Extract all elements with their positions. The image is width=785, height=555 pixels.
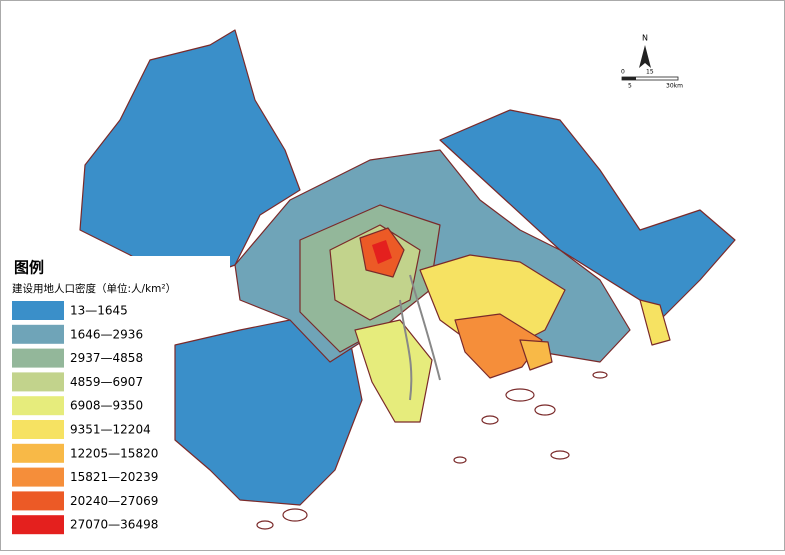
region <box>354 319 433 423</box>
scale-bar <box>622 77 636 80</box>
legend-label: 13—1645 <box>70 304 128 318</box>
legend-label: 6908—9350 <box>70 399 143 413</box>
north-arrow <box>639 45 651 68</box>
scale-label: 30km <box>666 83 683 90</box>
river <box>399 274 441 401</box>
legend-label: 12205—15820 <box>70 446 158 460</box>
scale-label: 15 <box>646 69 654 76</box>
legend-swatch <box>12 515 64 535</box>
legend-swatch <box>12 324 64 344</box>
region <box>519 339 553 371</box>
legend-label: 9351—12204 <box>70 423 151 437</box>
legend-swatch <box>12 420 64 439</box>
region <box>639 299 671 346</box>
regions <box>79 29 736 530</box>
legend-label: 2937—4858 <box>70 351 143 365</box>
legend-swatch <box>12 491 64 511</box>
region <box>174 317 363 506</box>
legend-swatch <box>12 348 64 368</box>
legend-subtitle: 建设用地人口密度（单位:人/km²） <box>12 282 176 295</box>
legend-label: 27070—36498 <box>70 518 158 532</box>
legend-label: 15821—20239 <box>70 470 158 484</box>
legend-label: 1646—2936 <box>70 327 143 341</box>
legend-swatch <box>12 443 64 463</box>
north-label: N <box>642 34 648 43</box>
legend-label: 20240—27069 <box>70 494 158 508</box>
scale-label: 5 <box>628 83 632 90</box>
legend-swatch <box>12 301 64 320</box>
legend-title: 图例 <box>14 259 44 277</box>
region <box>372 240 392 264</box>
legend-label: 4859—6907 <box>70 375 143 389</box>
scale-label: 0 <box>621 69 625 76</box>
islands <box>256 371 608 530</box>
legend: 图例 建设用地人口密度（单位:人/km²） 13—1645 1646—2936 29… <box>6 259 176 540</box>
compass: N 0 15 5 30km <box>621 34 683 90</box>
region <box>439 109 736 321</box>
legend-swatch <box>12 396 64 416</box>
legend-swatch <box>12 467 64 487</box>
legend-swatch <box>12 372 64 392</box>
legend-bg <box>6 256 230 296</box>
region <box>454 313 543 379</box>
